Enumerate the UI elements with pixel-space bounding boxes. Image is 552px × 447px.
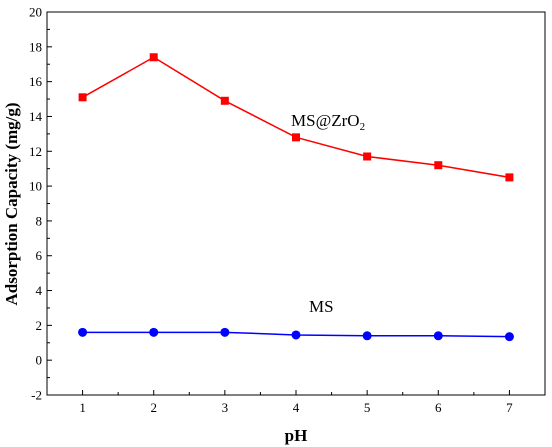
x-axis-ticks: 1 2 3 4 5 6 7 (46, 390, 546, 415)
y-tick-label: 10 (29, 179, 42, 194)
x-axis-title: pH (285, 426, 308, 445)
data-point-square (434, 161, 443, 170)
y-tick-label: 12 (29, 144, 42, 159)
series-label-msatzro2: MS@ZrO2 (291, 111, 365, 133)
y-tick-label: 6 (36, 248, 43, 263)
data-point-square (78, 93, 87, 102)
data-point-square (149, 53, 158, 62)
data-point-square (220, 96, 229, 105)
x-tick-label: 4 (293, 400, 300, 415)
data-point-circle (78, 327, 88, 337)
series-label-ms: MS (309, 297, 334, 316)
x-tick-label: 3 (222, 400, 229, 415)
y-tick-label: 2 (36, 318, 43, 333)
y-tick-label: 16 (29, 74, 43, 89)
y-tick-label: 20 (29, 5, 42, 20)
data-point-circle (362, 331, 372, 341)
y-tick-label: 4 (36, 283, 43, 298)
y-axis-ticks: -2 0 2 4 6 8 10 12 14 16 18 20 (29, 5, 52, 403)
x-tick-label: 5 (364, 400, 371, 415)
data-point-square (363, 152, 372, 161)
x-tick-label: 7 (506, 400, 513, 415)
x-tick-label: 6 (435, 400, 442, 415)
data-point-square (292, 133, 300, 142)
data-point-square (505, 173, 514, 182)
data-point-circle (433, 331, 443, 341)
y-tick-label: 18 (29, 39, 42, 54)
series-label-msatzro2-main: MS@ZrO (291, 111, 360, 130)
y-tick-label: 14 (29, 109, 43, 124)
x-tick-label: 1 (79, 400, 86, 415)
y-tick-label: 0 (36, 353, 43, 368)
data-point-circle (220, 327, 230, 337)
data-point-circle (149, 327, 159, 337)
series-layer (78, 53, 514, 342)
y-tick-label: 8 (36, 213, 43, 228)
y-axis-title: Adsorption Capacity (mg/g) (2, 102, 21, 305)
x-tick-label: 2 (150, 400, 157, 415)
series-label-msatzro2-subscript: 2 (360, 121, 366, 133)
y-tick-label: -2 (31, 388, 42, 403)
data-point-circle (504, 332, 514, 342)
data-point-circle (291, 330, 301, 340)
